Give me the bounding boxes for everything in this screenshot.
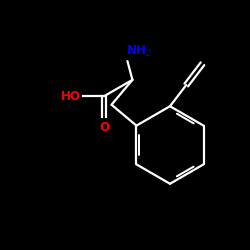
Text: O: O: [99, 121, 109, 134]
Text: NH$_2$: NH$_2$: [126, 44, 152, 59]
Text: HO: HO: [61, 90, 81, 102]
